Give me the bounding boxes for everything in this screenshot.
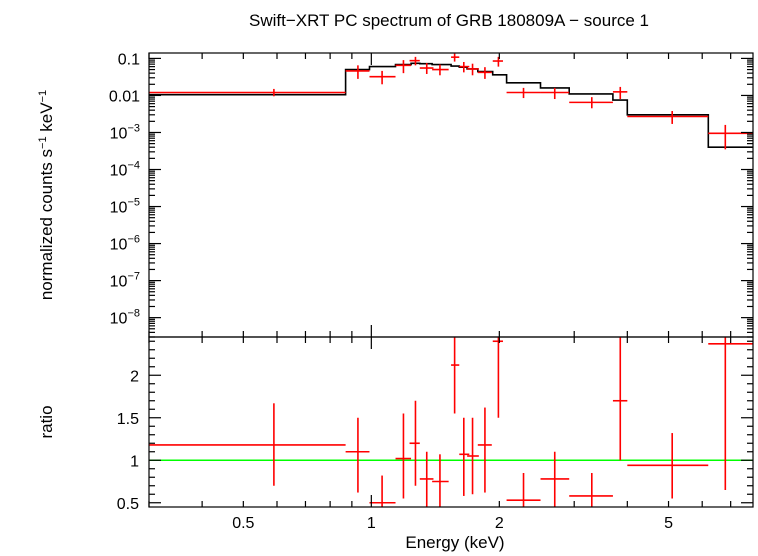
y-tick-label: 10−7 [110,271,140,291]
ratio-data-points [149,337,753,507]
x-tick-label: 5 [664,515,673,532]
chart-title: Swift−XRT PC spectrum of GRB 180809A − s… [249,11,649,30]
x-tick-label: 0.5 [232,515,254,532]
y-tick-label: 10−8 [110,308,140,328]
y-tick-label: 1.5 [117,411,139,428]
y-tick-label: 0.1 [118,51,140,68]
spectrum-plot-frame [148,52,754,338]
y-tick-label: 1 [130,453,139,470]
x-tick-label: 1 [367,515,376,532]
ratio-y-axis-label: ratio [37,405,56,438]
y-tick-label: 2 [130,368,139,385]
y-tick-label: 10−3 [110,122,140,142]
ratio-axis-ticks [148,337,753,507]
spectrum-panel: 0.1 0.01 10−3 10−4 10−5 10−6 10−7 10−8 normaliz… [37,51,754,338]
ratio-y-tick-labels: 0.5 1 1.5 2 [117,368,139,513]
energy-x-tick-labels: 0.5 1 2 5 [232,515,673,532]
spectrum-axis-ticks [148,53,753,338]
y-tick-label: 0.01 [109,88,140,105]
spectrum-y-tick-labels: 0.1 0.01 10−3 10−4 10−5 10−6 10−7 10−8 [109,51,140,327]
x-axis-label: Energy (keV) [405,533,504,552]
ratio-panel: 0.5 1 1.5 2 0.5 1 2 5 ratio Energy (keV) [37,336,754,552]
y-tick-label: 10−4 [110,160,140,180]
ratio-plot-frame [148,336,754,508]
y-tick-label: 10−6 [110,234,140,254]
spectrum-y-axis-label: normalized counts s−1 keV−1 [37,90,56,300]
spectrum-data-points [149,53,753,150]
y-tick-label: 0.5 [117,496,139,513]
model-step-curve [149,62,753,148]
y-tick-label: 10−5 [110,197,140,217]
x-tick-label: 2 [495,515,504,532]
model-step-line [149,62,753,148]
